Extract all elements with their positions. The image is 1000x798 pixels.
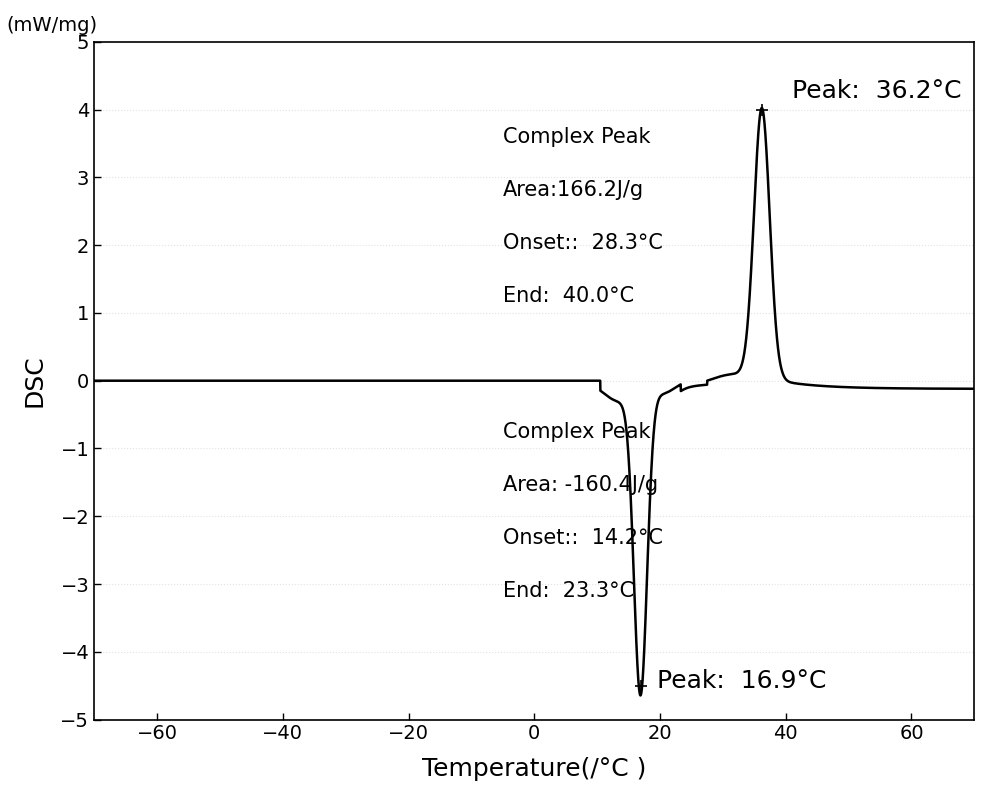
Text: (mW/mg): (mW/mg) [6,16,97,35]
Text: Onset::  28.3°C: Onset:: 28.3°C [503,233,663,253]
Text: Area:166.2J/g: Area:166.2J/g [503,180,644,200]
Text: End:  40.0°C: End: 40.0°C [503,286,634,306]
Text: Peak:  36.2°C: Peak: 36.2°C [792,79,962,103]
Text: Complex Peak: Complex Peak [503,128,650,148]
Y-axis label: DSC: DSC [23,354,47,407]
X-axis label: Temperature(/°C ): Temperature(/°C ) [422,757,646,781]
Text: Peak:  16.9°C: Peak: 16.9°C [657,669,826,693]
Text: End:  23.3°C: End: 23.3°C [503,581,634,601]
Text: Onset::  14.2°C: Onset:: 14.2°C [503,528,663,548]
Text: Complex Peak: Complex Peak [503,422,650,442]
Text: Area: -160.4J/g: Area: -160.4J/g [503,475,658,496]
